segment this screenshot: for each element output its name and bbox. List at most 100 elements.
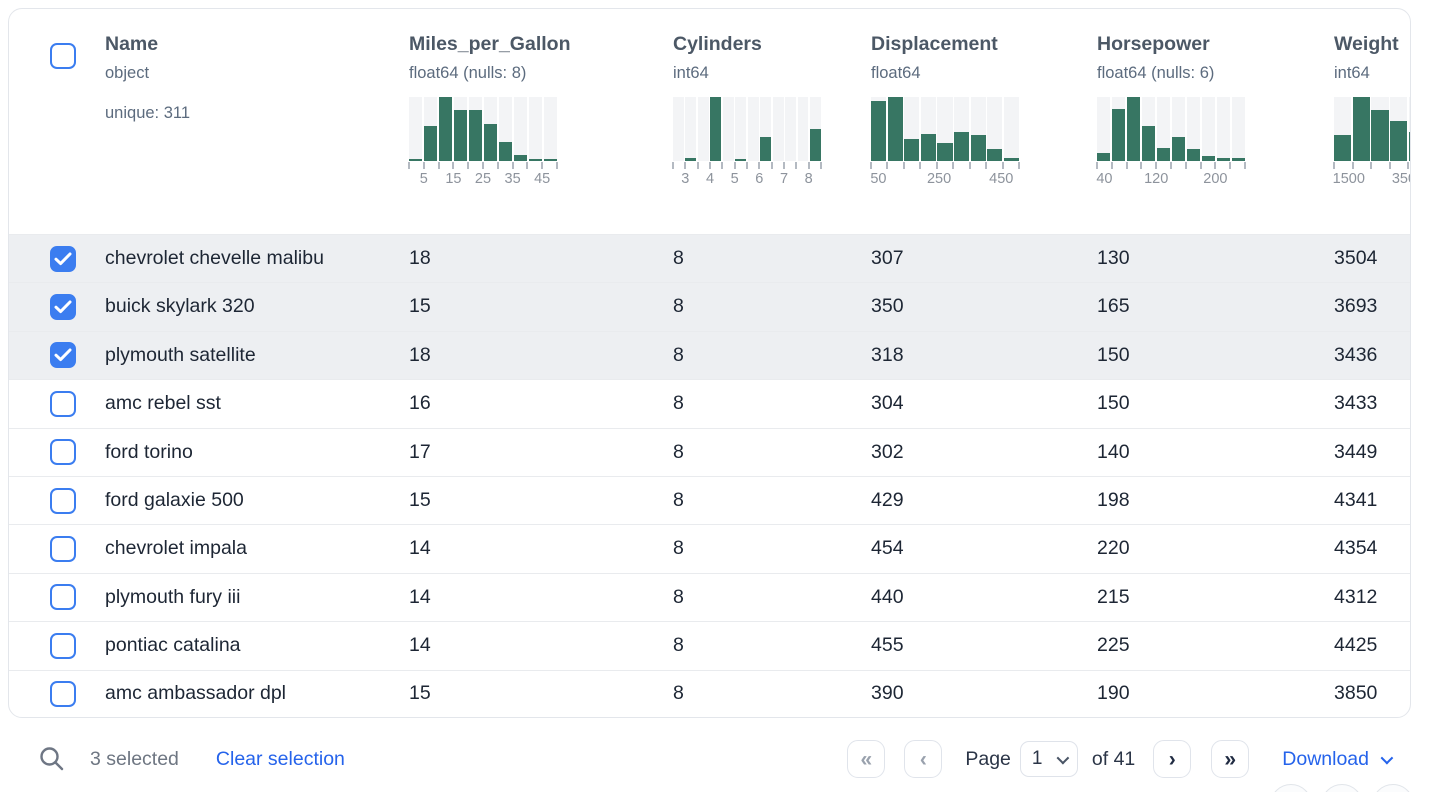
row-checkbox[interactable] (50, 294, 76, 321)
search-icon[interactable] (38, 745, 66, 773)
histogram-bin (1371, 97, 1389, 161)
selected-count-label: 3 selected (90, 747, 179, 770)
next-page-button[interactable]: › (1153, 740, 1192, 778)
histogram-bin (438, 97, 453, 161)
axis-tick-label: 250 (926, 171, 952, 187)
table-body: chevrolet chevelle malibu 18 8 307 130 3504 bu… (9, 234, 1410, 717)
select-all-checkbox[interactable] (50, 43, 76, 69)
axis-tick-label: 6 (755, 171, 764, 187)
table-row[interactable]: buick skylark 320 15 8 350 165 3693 (9, 282, 1410, 331)
hidden-action-button[interactable] (1372, 784, 1414, 792)
axis-tick-label: 40 (1096, 171, 1113, 187)
row-checkbox[interactable] (50, 681, 76, 708)
cell-cyl: 8 (673, 682, 684, 705)
cell-weight: 3693 (1334, 295, 1378, 318)
column-header-weight[interactable]: Weight int64 1500 3500 (1333, 9, 1410, 234)
cell-mpg: 17 (409, 440, 431, 463)
row-checkbox[interactable] (50, 245, 76, 272)
first-page-button[interactable]: « (847, 740, 886, 778)
table-row[interactable]: chevrolet chevelle malibu 18 8 307 130 3504 (9, 234, 1410, 283)
header-select-cell (9, 9, 105, 234)
histogram-bin (887, 97, 903, 161)
axis-tick-label: 4 (705, 171, 715, 187)
histogram-weight[interactable]: 1500 3500 (1333, 97, 1410, 188)
row-checkbox[interactable] (50, 439, 76, 466)
cell-hp: 140 (1097, 440, 1130, 463)
column-dtype: object (105, 64, 150, 82)
row-checkbox[interactable] (50, 487, 76, 514)
histogram-bin (498, 97, 513, 161)
cell-disp: 440 (871, 585, 904, 608)
histogram-bin (920, 97, 936, 161)
clear-selection-link[interactable]: Clear selection (215, 747, 345, 770)
table-row[interactable]: ford torino 17 8 302 140 3449 (9, 427, 1410, 476)
histogram-bars (871, 97, 1019, 161)
row-checkbox[interactable] (50, 390, 76, 417)
histogram-bin (809, 97, 821, 161)
histogram-bars (409, 97, 558, 161)
cell-name: ford galaxie 500 (105, 488, 244, 511)
histogram-bin (747, 97, 759, 161)
column-header-name[interactable]: Name object unique: 311 (105, 9, 409, 234)
histogram-bin (1231, 97, 1246, 161)
cell-disp: 455 (871, 634, 904, 657)
histogram-bars (673, 97, 821, 161)
cell-disp: 318 (871, 343, 904, 366)
axis-tick-label: 200 (1203, 171, 1228, 187)
download-button[interactable]: Download (1282, 748, 1394, 771)
row-checkbox[interactable] (50, 584, 76, 611)
table-row[interactable]: amc ambassador dpl 15 8 390 190 3850 (9, 669, 1410, 717)
page-select[interactable]: 1 (1019, 741, 1078, 777)
hidden-action-button[interactable] (1270, 784, 1312, 792)
histogram-bin (987, 97, 1003, 161)
column-header-disp[interactable]: Displacement float64 50 250 450 (870, 9, 1097, 234)
histogram-mpg[interactable]: 5 15 25 35 45 (408, 97, 558, 188)
hidden-action-button[interactable] (1321, 784, 1363, 792)
histogram-bin (785, 97, 797, 161)
table-row[interactable]: pontiac catalina 14 8 455 225 4425 (9, 621, 1410, 669)
cell-weight: 3504 (1334, 246, 1378, 269)
cell-weight: 3449 (1334, 440, 1378, 463)
cell-disp: 429 (871, 488, 904, 511)
cell-cyl: 8 (673, 537, 684, 560)
table-row[interactable]: plymouth satellite 18 8 318 150 3436 (9, 330, 1410, 380)
row-select-cell (9, 439, 105, 466)
prev-page-button[interactable]: ‹ (904, 740, 943, 778)
histogram-bin (1097, 97, 1111, 161)
table-row[interactable]: ford galaxie 500 15 8 429 198 4341 (9, 475, 1410, 524)
cell-name: chevrolet chevelle malibu (105, 246, 324, 269)
axis-tick-label: 25 (474, 171, 492, 187)
page-select-value: 1 (1031, 748, 1043, 769)
column-meta: unique: 311 (105, 104, 191, 122)
row-checkbox[interactable] (50, 536, 76, 563)
column-title: Horsepower (1097, 33, 1210, 55)
histogram-disp[interactable]: 50 250 450 (870, 97, 1020, 188)
histogram-hp[interactable]: 40 120 200 (1096, 97, 1246, 188)
row-checkbox[interactable] (50, 632, 76, 659)
table-row[interactable]: amc rebel sst 16 8 304 150 3433 (9, 379, 1410, 427)
row-select-cell (9, 245, 105, 272)
cell-disp: 454 (871, 537, 904, 560)
histogram-axis-labels: 40 120 200 (1096, 170, 1245, 188)
histogram-bin (483, 97, 498, 161)
cell-weight: 4354 (1334, 537, 1378, 560)
row-select-cell (9, 536, 105, 563)
row-select-cell (9, 632, 105, 659)
cell-mpg: 14 (409, 634, 431, 657)
table-row[interactable]: chevrolet impala 14 8 454 220 4354 (9, 524, 1410, 572)
column-header-mpg[interactable]: Miles_per_Gallon float64 (nulls: 8) 5 15 25 3… (408, 9, 673, 234)
cell-weight: 4425 (1334, 634, 1378, 657)
cell-name: buick skylark 320 (105, 295, 255, 318)
cell-hp: 215 (1097, 585, 1130, 608)
column-header-hp[interactable]: Horsepower float64 (nulls: 6) 40 120 200 (1096, 9, 1334, 234)
histogram-bin (513, 97, 528, 161)
column-title: Cylinders (673, 33, 762, 55)
last-page-button[interactable]: » (1211, 740, 1250, 778)
row-checkbox[interactable] (50, 342, 76, 369)
column-header-cyl[interactable]: Cylinders int64 3 4 5 6 7 8 (672, 9, 871, 234)
cell-hp: 165 (1097, 295, 1130, 318)
column-title: Miles_per_Gallon (409, 33, 571, 55)
histogram-bin (722, 97, 734, 161)
table-row[interactable]: plymouth fury iii 14 8 440 215 4312 (9, 572, 1410, 621)
